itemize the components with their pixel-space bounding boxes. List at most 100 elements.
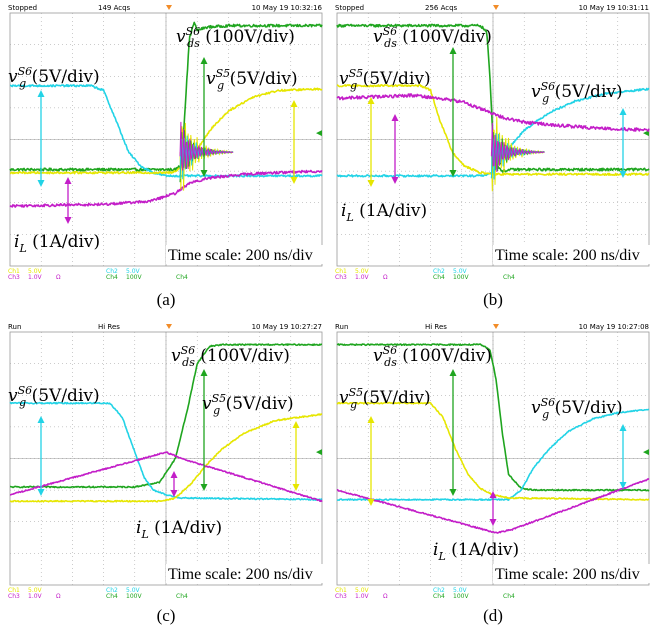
caption-b: (b) [483,290,503,309]
trigger-position-marker [166,324,172,329]
arrow-head-down [200,170,208,177]
scope-header: Stopped 149 Acqs 10 May 19 10:32:16 [8,4,323,12]
time-scale-bg [166,245,324,264]
time-scale-label: Time scale: 200 ns/div [495,247,640,264]
scope-grid [9,12,323,267]
footer-ch3-scale: 1.0V [355,593,370,599]
arrow-head-down [619,482,627,489]
arrow-head-up [449,47,457,54]
footer-ch2-label: Ch2 [433,587,445,594]
footer-ch2-scale: 5.0V [453,587,468,594]
annotation-arrow-ch4 [449,47,457,177]
arrow-head-down [290,177,298,184]
annotation-arrow-ch1 [367,416,375,506]
arrow-head-down [391,177,399,184]
footer-ch2-scale: 5.0V [126,268,141,275]
timestamp: 10 May 19 10:31:11 [579,4,649,12]
arrow-head-up [200,57,208,64]
scope-panel-d: Run Hi Res 10 May 19 10:27:08 vS6 ds (100V/d… [333,321,653,599]
footer-ch3-scale: 1.0V [28,593,43,599]
arrow-head-up [367,97,375,104]
ringing-ch3 [179,121,234,171]
caption-d: (d) [483,606,503,625]
arrow-head-down [37,489,45,496]
arrow-head-up [619,108,627,115]
run-status: Run [8,323,21,331]
trace-ch3 [336,478,650,534]
footer-ch3-unit: Ω [383,593,388,599]
timestamp: 10 May 19 10:27:27 [252,323,322,331]
run-status: Stopped [335,4,364,12]
footer-ch4-label: Ch4 [433,274,445,280]
footer-ch1-label: Ch1 [335,587,347,594]
footer-ch4-scale: 100V [126,274,142,280]
footer-ch1-scale: 5.0V [28,268,43,275]
label-il: iL (1A/div) [433,540,519,563]
trace-ch1 [9,87,323,175]
arrow-head-up [200,369,208,376]
label-vg-s5: vS5 g (5V/div) [339,67,431,92]
arrow-head-down [367,499,375,506]
label-vg-s6: vS6 g (5V/div) [531,396,623,421]
footer-ch4-scale: 100V [453,593,469,599]
footer-ch3-label: Ch3 [8,593,20,599]
scope-panel-c: Run Hi Res 10 May 19 10:27:27 vS6 ds (100V/d… [6,321,326,599]
switching-ringing [490,116,545,192]
footer-ch4-label: Ch4 [106,593,118,599]
footer-ch4-scale: 100V [453,274,469,280]
acquisition-mode: Hi Res [425,323,447,331]
footer-ch2-scale: 5.0V [126,587,141,594]
trace-ch4 [9,343,323,489]
footer-ch3-unit: Ω [56,593,61,599]
annotation-arrow-ch4 [200,369,208,491]
label-vds-s6: vS6 ds (100V/div) [176,25,295,50]
annotation-arrow-ch3 [391,114,399,184]
scope-panel-a: Stopped 149 Acqs 10 May 19 10:32:16 vS6 ds (… [6,2,326,280]
footer-ch4-trigger: Ch4 [176,593,188,599]
scope-header: Run Hi Res 10 May 19 10:27:27 [8,323,322,331]
ringing-ch3 [490,122,545,173]
annotation-arrow-ch2 [37,90,45,187]
arrow-head-down [367,180,375,187]
caption-c: (c) [156,606,176,625]
scope-header: Run Hi Res 10 May 19 10:27:08 [335,323,649,331]
scope-footer: Ch1 5.0V Ch2 5.0V Ch3 1.0V Ω Ch4 100V Ch4 [8,268,188,280]
scope-footer: Ch1 5.0V Ch2 5.0V Ch3 1.0V Ω Ch4 100V Ch4 [8,587,188,599]
annotation-arrow-ch2 [619,108,627,178]
time-scale-bg [493,245,651,264]
annotation-arrow-ch4 [449,369,457,496]
trace-ch3 [9,451,323,503]
arrow-head-up [292,421,300,428]
arrow-head-up [619,424,627,431]
arrow-head-down [489,519,497,526]
trigger-level-marker [316,449,322,456]
scope-screen-c: Run Hi Res 10 May 19 10:27:27 vS6 ds (100V/d… [8,323,324,599]
footer-ch2-label: Ch2 [106,268,118,275]
footer-ch1-label: Ch1 [335,268,347,275]
trigger-level-marker [643,130,649,137]
label-vg-s6: vS6 g (5V/div) [8,384,100,409]
footer-ch1-scale: 5.0V [355,268,370,275]
label-vg-s5: vS5 g (5V/div) [339,386,431,411]
arrow-head-down [292,484,300,491]
footer-ch4-trigger: Ch4 [503,593,515,599]
trigger-level-marker [643,449,649,456]
scope-footer: Ch1 5.0V Ch2 5.0V Ch3 1.0V Ω Ch4 100V Ch4 [335,268,515,280]
timestamp: 10 May 19 10:32:16 [252,4,323,12]
arrow-head-down [449,170,457,177]
time-scale-label: Time scale: 200 ns/div [168,566,313,583]
footer-ch1-label: Ch1 [8,587,20,594]
arrow-head-down [64,217,72,224]
arrow-head-up [37,416,45,423]
footer-ch3-label: Ch3 [335,593,347,599]
scope-screen-d: Run Hi Res 10 May 19 10:27:08 vS6 ds (100V/d… [335,323,651,599]
trigger-level-marker [316,130,322,137]
annotation-arrow-ch2 [619,424,627,489]
footer-ch4-label: Ch4 [106,274,118,280]
trigger-position-marker [166,5,172,10]
footer-ch2-label: Ch2 [106,587,118,594]
arrow-head-down [170,490,178,497]
arrow-head-up [290,100,298,107]
time-scale-bg [493,564,651,583]
footer-ch1-scale: 5.0V [355,587,370,594]
